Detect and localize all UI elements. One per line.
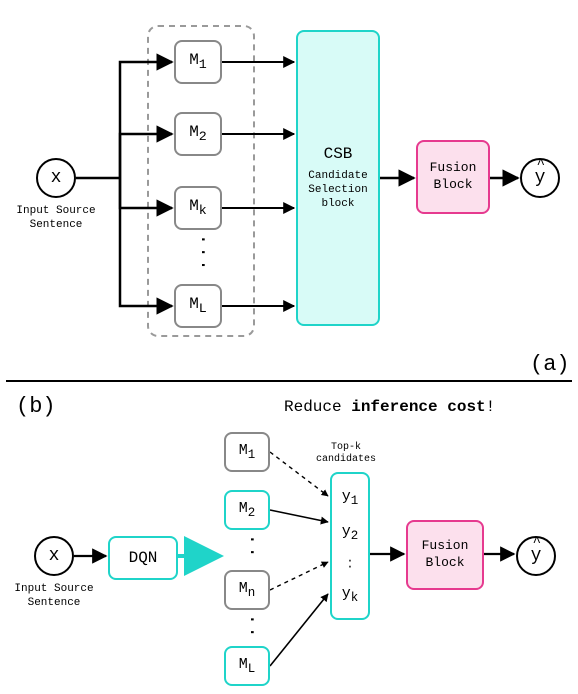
models-b-vdots2: ·· [241, 614, 261, 640]
panel-divider [6, 380, 572, 382]
model-b-m2: M2 [224, 490, 270, 530]
topk-yk: yk [342, 585, 359, 605]
model-box-ml: ML [174, 284, 222, 328]
input-node: x [36, 158, 76, 198]
panel-b-svg [0, 394, 578, 694]
output-node-a: ^ y [520, 158, 560, 198]
input-caption: Input Source Sentence [0, 204, 112, 233]
fusion-block-b: Fusion Block [406, 520, 484, 590]
panel-a: x Input Source Sentence M1 M2 Mk ··· ML … [0, 0, 578, 368]
hat-icon: ^ [537, 157, 545, 173]
fusion-title-b: Fusion Block [422, 538, 469, 572]
hat-icon-b: ^ [533, 535, 541, 551]
model-b-mn: Mn [224, 570, 270, 610]
topk-box: y1 y2 ·· yk [330, 472, 370, 620]
topk-y2: y2 [342, 523, 359, 543]
panel-b: (b) Reduce inference cost! x Input Sourc… [0, 394, 578, 694]
topk-vdots: ·· [346, 558, 353, 570]
input-node-b: x [34, 536, 74, 576]
input-node-label: x [51, 168, 62, 188]
panel-b-label: (b) [16, 394, 56, 419]
csb-title: CSB [324, 145, 353, 163]
output-node-b: ^ y [516, 536, 556, 576]
topk-y1: y1 [342, 488, 359, 508]
input-caption-b: Input Source Sentence [0, 582, 108, 611]
fusion-block-a: Fusion Block [416, 140, 490, 214]
model-b-m1: M1 [224, 432, 270, 472]
fusion-title-a: Fusion Block [430, 160, 477, 194]
topk-caption: Top-k candidates [316, 442, 376, 466]
models-b-vdots1: ·· [241, 534, 261, 560]
headline: Reduce inference cost! [284, 398, 495, 416]
csb-subtitle: Candidate Selection block [308, 169, 367, 212]
model-b-ml: ML [224, 646, 270, 686]
panel-a-svg [0, 0, 578, 368]
model-box-mk: Mk [174, 186, 222, 230]
panel-a-label: (a) [530, 352, 570, 377]
csb-block: CSB Candidate Selection block [296, 30, 380, 326]
models-vdots: ··· [192, 234, 212, 272]
model-box-m1: M1 [174, 40, 222, 84]
model-box-m2: M2 [174, 112, 222, 156]
dqn-box: DQN [108, 536, 178, 580]
